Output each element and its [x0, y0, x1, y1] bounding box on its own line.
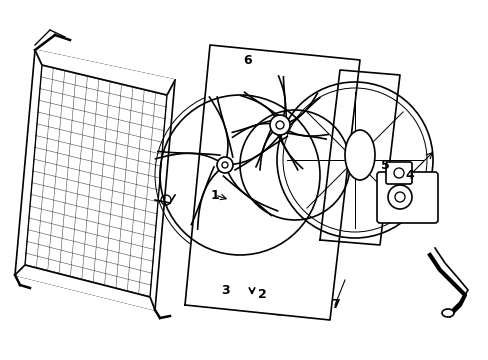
Polygon shape [184, 45, 359, 320]
Polygon shape [35, 50, 175, 95]
Circle shape [217, 157, 232, 173]
Text: 3: 3 [220, 284, 229, 297]
Text: 5: 5 [380, 158, 388, 171]
Text: 1: 1 [210, 189, 219, 202]
Polygon shape [15, 265, 155, 310]
Polygon shape [319, 70, 399, 245]
Ellipse shape [441, 309, 453, 317]
Text: 7: 7 [330, 298, 339, 311]
Circle shape [275, 121, 284, 129]
Text: 2: 2 [257, 288, 266, 302]
Text: 6: 6 [243, 54, 252, 67]
Circle shape [269, 115, 289, 135]
FancyBboxPatch shape [385, 162, 411, 184]
Circle shape [222, 162, 227, 168]
FancyBboxPatch shape [376, 172, 437, 223]
Text: 4: 4 [405, 168, 413, 181]
Ellipse shape [345, 130, 374, 180]
Circle shape [394, 192, 404, 202]
